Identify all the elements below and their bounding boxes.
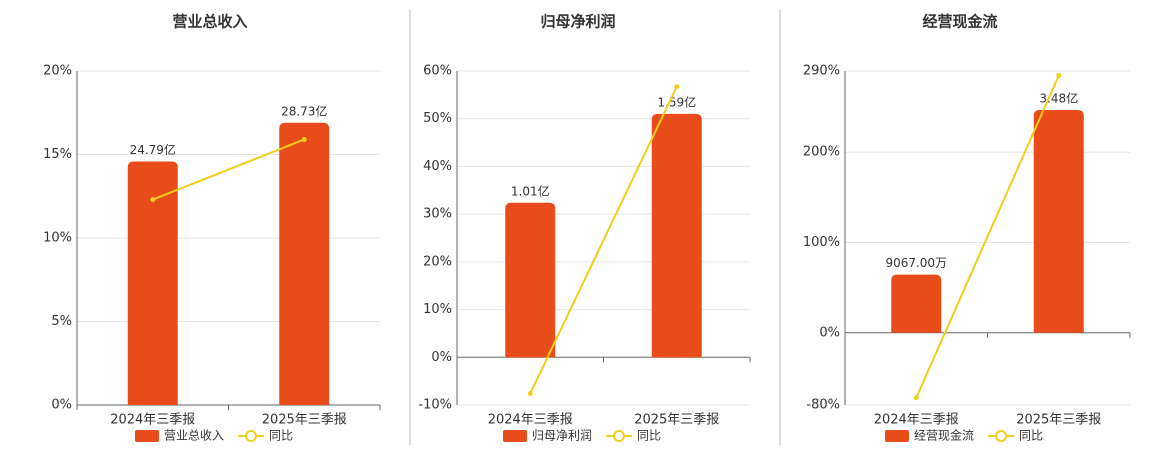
value-label: 9067.00万 [885,256,947,270]
value-label: 28.73亿 [281,103,327,118]
y-tick-label: 60% [423,64,452,79]
y-tick-label: 0% [51,398,72,413]
x-tick-label: 2024年三季报 [874,413,959,428]
bar [505,202,556,358]
point [301,136,307,142]
chart-title: 经营现金流 [922,13,997,31]
value-label: 3.48亿 [1039,91,1078,106]
legend-label: 同比 [1019,429,1043,443]
y-tick-label: 0% [819,325,840,340]
value-label: 24.79亿 [130,142,176,157]
legend-label: 营业总收入 [164,429,224,443]
legend-label: 同比 [269,429,293,443]
x-tick-label: 2024年三季报 [488,413,573,428]
y-tick-label: 40% [423,159,452,174]
point [150,197,156,203]
legend-swatch [503,430,527,442]
x-tick-label: 2025年三季报 [262,413,347,428]
y-tick-label: 200% [803,145,840,160]
y-tick-label: 15% [43,147,72,162]
chart-title: 归母净利润 [540,13,615,31]
y-tick-label: 5% [51,314,72,329]
y-tick-label: 10% [43,231,72,246]
legend-marker [995,430,1008,442]
point [527,391,533,397]
y-tick-label: 290% [803,64,840,79]
y-tick-label: 10% [423,302,452,317]
point [1056,73,1062,79]
x-tick-label: 2025年三季报 [634,413,719,428]
point [674,84,680,90]
legend-label: 同比 [637,429,661,443]
line [152,138,305,201]
legend-label: 归母净利润 [532,429,592,443]
y-tick-label: 50% [423,111,452,126]
legend-marker [613,430,626,442]
value-label: 1.01亿 [511,183,550,198]
bar [127,161,178,405]
legend-label: 经营现金流 [914,428,974,443]
bar [651,113,702,358]
legend-marker [245,430,258,442]
y-tick-label: 100% [803,235,840,250]
point [913,395,919,401]
line [915,75,1060,399]
bar [279,122,330,406]
bar [1033,110,1084,333]
bar [891,274,942,333]
y-tick-label: 20% [423,254,452,269]
line [529,86,678,394]
chart-title: 营业总收入 [172,13,247,31]
legend-swatch [885,430,909,442]
x-tick-label: 2025年三季报 [1016,413,1101,428]
legend-swatch [135,430,159,442]
y-tick-label: 0% [431,350,452,365]
value-label: 1.59亿 [657,94,696,109]
y-tick-label: -10% [418,398,452,413]
y-tick-label: -80% [806,398,840,413]
x-tick-label: 2024年三季报 [110,413,195,428]
y-tick-label: 30% [423,207,452,222]
y-tick-label: 20% [43,64,72,79]
